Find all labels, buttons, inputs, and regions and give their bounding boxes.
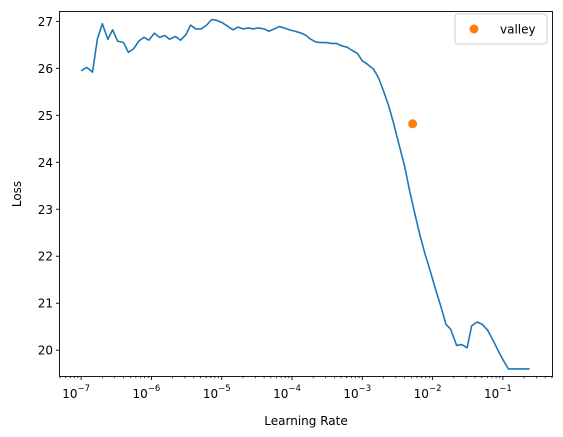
y-tick-label: 21 — [38, 297, 53, 311]
y-axis-label: Loss — [10, 181, 24, 207]
loss-series-line — [80, 18, 530, 370]
x-axis-ticks: 10−7 10−6 10−5 10−4 10−3 10−2 10−1 — [59, 376, 553, 401]
x-tick-label: 10−4 — [273, 384, 301, 401]
x-axis-label: Learning Rate — [264, 414, 347, 428]
x-tick-label: 10−3 — [343, 384, 371, 401]
x-tick-label: 10−2 — [414, 384, 442, 401]
plot-area — [80, 18, 530, 370]
legend-marker-valley — [469, 24, 479, 34]
valley-marker — [408, 119, 418, 129]
y-tick-label: 20 — [38, 344, 53, 358]
y-tick-label: 24 — [38, 156, 53, 170]
legend-label-valley: valley — [500, 23, 536, 37]
y-tick-label: 26 — [38, 62, 53, 76]
x-tick-label: 10−7 — [62, 384, 90, 401]
legend-box — [454, 13, 548, 45]
y-tick-label: 23 — [38, 203, 53, 217]
x-tick-label: 10−1 — [484, 384, 512, 401]
y-tick-label: 25 — [38, 109, 53, 123]
x-tick-label: 10−5 — [203, 384, 231, 401]
y-tick-label: 27 — [38, 15, 53, 29]
axes-frame — [59, 11, 553, 377]
x-tick-label: 10−6 — [133, 384, 161, 401]
legend: valley — [454, 13, 548, 45]
y-axis-ticks: 20 21 22 23 24 25 26 27 — [38, 15, 60, 358]
y-tick-label: 22 — [38, 250, 53, 264]
